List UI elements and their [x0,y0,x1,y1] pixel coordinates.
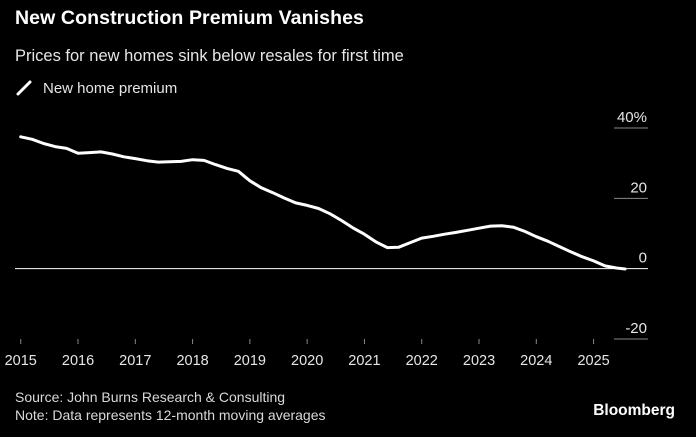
footer: Source: John Burns Research & Consulting… [15,388,326,424]
y-tick-label: -20 [625,320,647,337]
x-tick-label: 2022 [406,353,438,369]
legend-label: New home premium [43,79,178,97]
x-tick-label: 2025 [577,353,609,369]
chart-title: New Construction Premium Vanishes [15,7,364,29]
x-tick-label: 2015 [5,353,37,369]
x-tick-label: 2018 [176,353,208,369]
legend-line-icon [16,80,32,96]
series-line-new-home-premium [19,135,627,271]
legend: New home premium [15,79,177,97]
x-tick-label: 2016 [62,353,94,369]
x-tick-label: 2017 [119,353,151,369]
y-tick-label: 40% [617,109,647,126]
chart-subtitle: Prices for new homes sink below resales … [15,47,404,65]
x-tick-label: 2021 [348,353,380,369]
source-note: Source: John Burns Research & Consulting [15,389,286,405]
data-note: Note: Data represents 12-month moving av… [15,407,326,423]
x-tick-label: 2023 [463,353,495,369]
y-tick-label: 0 [639,250,647,267]
line-chart: 40% 20 0 -20 2015 2016 2017 2018 2019 2020 2021 202… [5,109,648,369]
x-tick-label: 2024 [520,353,552,369]
y-tick-label: 20 [630,179,647,196]
bloomberg-logo: Bloomberg [593,402,675,419]
x-tick-label: 2019 [234,353,266,369]
x-tick-label: 2020 [291,353,323,369]
